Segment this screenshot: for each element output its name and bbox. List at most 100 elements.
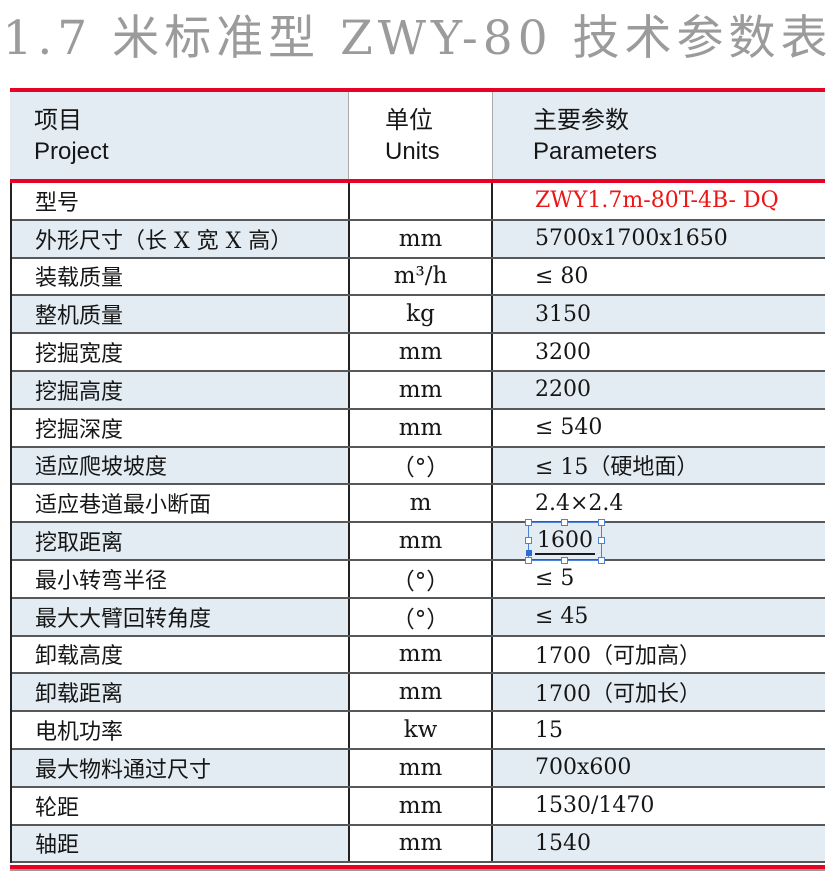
row-label: 挖取距离 <box>35 531 124 557</box>
row-label: 卸载高度 <box>35 644 124 670</box>
row-value: ≤ 80 <box>493 259 825 295</box>
bottom-gap <box>10 863 825 866</box>
row-value: 1540 <box>493 826 825 862</box>
row-value: ≤ 5 <box>493 561 825 597</box>
row-label: 适应巷道最小断面 <box>35 493 212 519</box>
row-label: 最小转弯半径 <box>35 568 168 594</box>
row-unit: mm <box>348 674 493 711</box>
row-value: 1530/1470 <box>493 788 825 824</box>
selection-box[interactable] <box>525 518 605 564</box>
row-label: 整机质量 <box>35 304 124 330</box>
selection-handle-tr[interactable] <box>598 518 605 526</box>
bottom-gray-rule <box>10 869 825 872</box>
table-row: 最大大臂回转角度 （°） ≤ 45 <box>12 598 825 637</box>
header-units-zh: 单位 <box>385 106 433 134</box>
row-unit: m <box>348 485 493 522</box>
row-value: 3150 <box>493 296 825 332</box>
row-unit: mm <box>348 334 493 370</box>
table-row: 整机质量 kg 3150 <box>12 296 825 335</box>
header-bottom-red-rule <box>10 179 825 183</box>
row-value: ≤ 15（硬地面） <box>493 448 825 484</box>
row-value-text: 1530/1470 <box>535 793 655 819</box>
row-label: 挖掘宽度 <box>35 342 124 368</box>
row-unit: mm <box>348 220 493 257</box>
header-cell-parameters: 主要参数 Parameters <box>493 92 825 179</box>
header-cell-project: 项目 Project <box>10 92 348 179</box>
row-unit: mm <box>348 409 493 446</box>
table-row: 电机功率 kw 15 <box>12 712 825 750</box>
row-label: 型号 <box>35 190 80 216</box>
header-cell-units: 单位 Units <box>348 92 493 179</box>
row-unit: mm <box>348 523 493 559</box>
row-value: ≤ 45 <box>493 599 825 635</box>
row-value-text: 3150 <box>535 301 591 327</box>
table-row: 挖掘深度 mm ≤ 540 <box>12 409 825 448</box>
table-row: 外形尺寸（长 X 宽 X 高） mm 5700x1700x1650 <box>12 220 825 259</box>
row-value: 1700（可加高） <box>493 637 825 673</box>
row-label: 卸载距离 <box>35 682 124 708</box>
row-value-text: 2200 <box>535 377 591 403</box>
row-unit: （°） <box>348 447 493 484</box>
row-value: 1700（可加长） <box>493 674 825 710</box>
selection-anchor <box>526 549 532 556</box>
top-red-rule <box>10 88 825 92</box>
table-row: 最大物料通过尺寸 mm 700x600 <box>12 749 825 788</box>
row-label: 适应爬坡坡度 <box>35 455 168 481</box>
selected-value-text: 1600 <box>525 518 605 564</box>
header-params-zh: 主要参数 <box>533 106 629 134</box>
row-value-text: 5700x1700x1650 <box>535 226 728 252</box>
row-value: ≤ 540 <box>493 410 825 446</box>
table-row: 卸载高度 mm 1700（可加高） <box>12 636 825 675</box>
table-row: 最小转弯半径 （°） ≤ 5 <box>12 560 825 599</box>
table-row: 轮距 mm 1530/1470 <box>12 787 825 826</box>
row-label: 外形尺寸（长 X 宽 X 高） <box>35 228 293 254</box>
row-value: 3200 <box>493 334 825 370</box>
row-value: 15 <box>493 712 825 748</box>
selection-handle-tm[interactable] <box>561 518 568 526</box>
header-units-en: Units <box>385 137 440 165</box>
row-value: ZWY1.7m-80T-4B- DQ <box>493 183 825 219</box>
row-value-text: 1540 <box>535 830 591 856</box>
selection-handle-mr[interactable] <box>598 537 605 545</box>
row-unit: mm <box>348 749 493 786</box>
spec-table: 项目 Project 单位 Units 主要参数 Parameters 型号 ZW… <box>10 88 825 872</box>
row-value-text: ≤ 5 <box>535 566 575 592</box>
row-unit: （°） <box>348 598 493 635</box>
row-value: 5700x1700x1650 <box>493 221 825 257</box>
table-row: 挖掘高度 mm 2200 <box>12 371 825 410</box>
row-label: 装载质量 <box>35 266 124 292</box>
row-value: 700x600 <box>493 750 825 786</box>
table-row: 型号 ZWY1.7m-80T-4B- DQ <box>12 183 825 221</box>
page-title: 1.7 米标准型 ZWY-80 技术参数表 <box>2 11 833 66</box>
row-value-text: ZWY1.7m-80T-4B- DQ <box>535 188 779 214</box>
header-project-en: Project <box>34 137 109 165</box>
table-row: 适应爬坡坡度 （°） ≤ 15（硬地面） <box>12 447 825 486</box>
row-value-text: ≤ 540 <box>535 415 603 441</box>
selection-handle-br[interactable] <box>598 556 605 564</box>
header-params-en: Parameters <box>533 137 658 165</box>
row-label: 最大大臂回转角度 <box>35 606 212 632</box>
table-body: 型号 ZWY1.7m-80T-4B- DQ 外形尺寸（长 X 宽 X 高） mm 570… <box>10 183 825 864</box>
row-label: 电机功率 <box>35 720 124 746</box>
row-unit: （°） <box>348 560 493 597</box>
selection-handle-bl[interactable] <box>525 556 532 564</box>
row-label: 最大物料通过尺寸 <box>35 757 212 783</box>
table-row: 挖取距离 mm 1600 <box>12 518 825 564</box>
row-label: 轮距 <box>35 795 80 821</box>
table-header-row: 项目 Project 单位 Units 主要参数 Parameters <box>10 92 825 179</box>
row-value: 2200 <box>493 372 825 408</box>
row-value-text: ≤ 15（硬地面） <box>535 455 699 481</box>
selection-handle-tl[interactable] <box>525 518 532 526</box>
selection-handle-bm[interactable] <box>561 556 568 564</box>
selection-handle-ml[interactable] <box>525 537 532 545</box>
row-value-text: ≤ 80 <box>535 263 589 289</box>
row-label: 轴距 <box>35 833 80 859</box>
row-value-text: 2.4×2.4 <box>535 490 624 516</box>
row-value: 1600 <box>493 518 825 564</box>
row-value-text: 15 <box>535 717 563 743</box>
row-value-text: 1700（可加高） <box>535 644 701 670</box>
row-unit: mm <box>348 371 493 408</box>
row-value-text: 700x600 <box>535 755 632 781</box>
row-unit: kw <box>348 712 493 748</box>
